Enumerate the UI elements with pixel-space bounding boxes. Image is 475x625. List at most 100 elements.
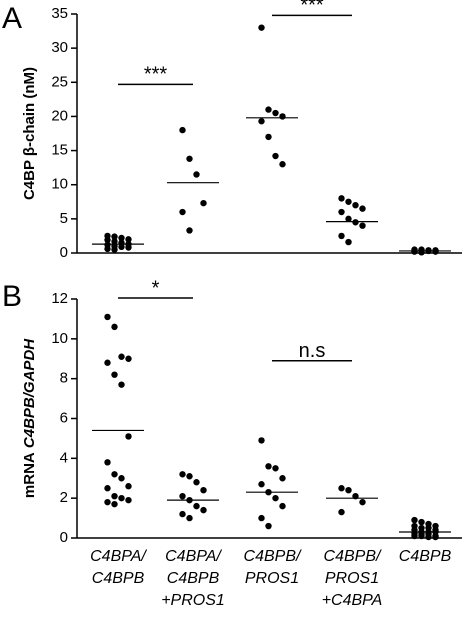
data-point (104, 498, 111, 506)
significance-label: *** (144, 64, 168, 86)
data-point (411, 532, 418, 540)
data-point (125, 236, 132, 243)
data-point (200, 487, 207, 494)
y-tick-label: 35 (51, 5, 68, 22)
data-point (272, 109, 279, 117)
data-point (200, 506, 207, 514)
data-point (338, 208, 345, 216)
y-label-text: mRNA (21, 452, 38, 498)
data-point (359, 205, 366, 212)
y-tick-label: 10 (51, 330, 68, 347)
data-point (104, 236, 111, 244)
data-point (265, 463, 272, 470)
data-point (104, 459, 111, 466)
data-point (111, 246, 118, 253)
data-point (432, 248, 439, 255)
x-tick-label: PROS1 (245, 570, 299, 587)
data-point (258, 514, 265, 522)
data-point (352, 219, 359, 226)
data-point (411, 516, 418, 524)
data-point (125, 496, 132, 504)
data-point (104, 313, 111, 321)
data-point (338, 195, 345, 202)
data-point (258, 437, 265, 444)
y-tick-label: 15 (51, 142, 68, 159)
data-point (418, 518, 425, 526)
data-point (272, 152, 279, 160)
data-point (418, 249, 425, 256)
x-tick-label: +PROS1 (161, 592, 225, 609)
data-point (186, 473, 193, 480)
data-point (111, 238, 118, 245)
data-point (338, 232, 345, 240)
data-point (345, 215, 352, 223)
data-point (338, 485, 345, 492)
data-point (193, 502, 200, 510)
data-point (411, 248, 418, 255)
data-point (186, 155, 193, 162)
data-point (345, 238, 352, 246)
data-point (111, 323, 118, 331)
data-point (111, 500, 118, 508)
y-axis-label: mRNA C4BPB/GAPDH (21, 338, 38, 498)
data-point (179, 492, 186, 500)
data-point (352, 202, 359, 209)
panel-letter: A (2, 2, 22, 35)
data-point (359, 222, 366, 229)
x-tick-label: C4BPA/ (165, 548, 222, 565)
x-tick-label: C4BPB/ (324, 548, 382, 565)
significance-label: *** (300, 0, 324, 17)
y-tick-label: 0 (60, 529, 68, 546)
data-point (186, 227, 193, 234)
data-point (179, 126, 186, 134)
x-tick-label: C4BPB (92, 570, 145, 587)
data-point (125, 483, 132, 490)
data-point (193, 479, 200, 486)
data-point (179, 510, 186, 518)
y-label-text: C4BP β-chain (nM) (21, 67, 38, 200)
y-tick-label: 2 (60, 489, 68, 506)
y-tick-label: 10 (51, 176, 68, 193)
x-tick-label: C4BPB (167, 570, 220, 587)
x-tick-label: C4BPB (399, 548, 452, 565)
data-point (111, 233, 118, 240)
y-tick-label: 5 (60, 210, 68, 227)
data-point (258, 118, 265, 125)
data-point (272, 465, 279, 472)
data-point (125, 433, 132, 440)
y-tick-label: 6 (60, 409, 68, 426)
data-point (111, 371, 118, 378)
data-point (265, 106, 272, 113)
y-tick-label: 20 (51, 107, 68, 124)
data-point (118, 353, 125, 360)
data-point (125, 244, 132, 251)
data-point (359, 498, 366, 506)
data-point (104, 359, 111, 366)
data-point (104, 245, 111, 253)
x-tick-label: PROS1 (325, 570, 379, 587)
data-point (200, 199, 207, 207)
data-point (104, 485, 111, 492)
x-tick-label: +C4BPA (322, 592, 383, 609)
data-point (186, 514, 193, 522)
data-point (118, 243, 125, 251)
data-point (111, 492, 118, 500)
y-tick-label: 0 (60, 244, 68, 261)
data-point (279, 502, 286, 510)
data-point (265, 133, 272, 141)
data-point (345, 198, 352, 205)
x-tick-label: C4BPB/ (244, 548, 302, 565)
data-point (118, 381, 125, 388)
data-point (279, 113, 286, 120)
data-point (118, 494, 125, 502)
data-point (279, 161, 286, 168)
data-point (111, 471, 118, 478)
data-point (279, 475, 286, 482)
data-point (179, 471, 186, 478)
data-point (345, 487, 352, 494)
y-tick-label: 30 (51, 39, 68, 56)
significance-label: * (152, 277, 160, 299)
data-point (432, 533, 439, 541)
data-point (338, 508, 345, 516)
